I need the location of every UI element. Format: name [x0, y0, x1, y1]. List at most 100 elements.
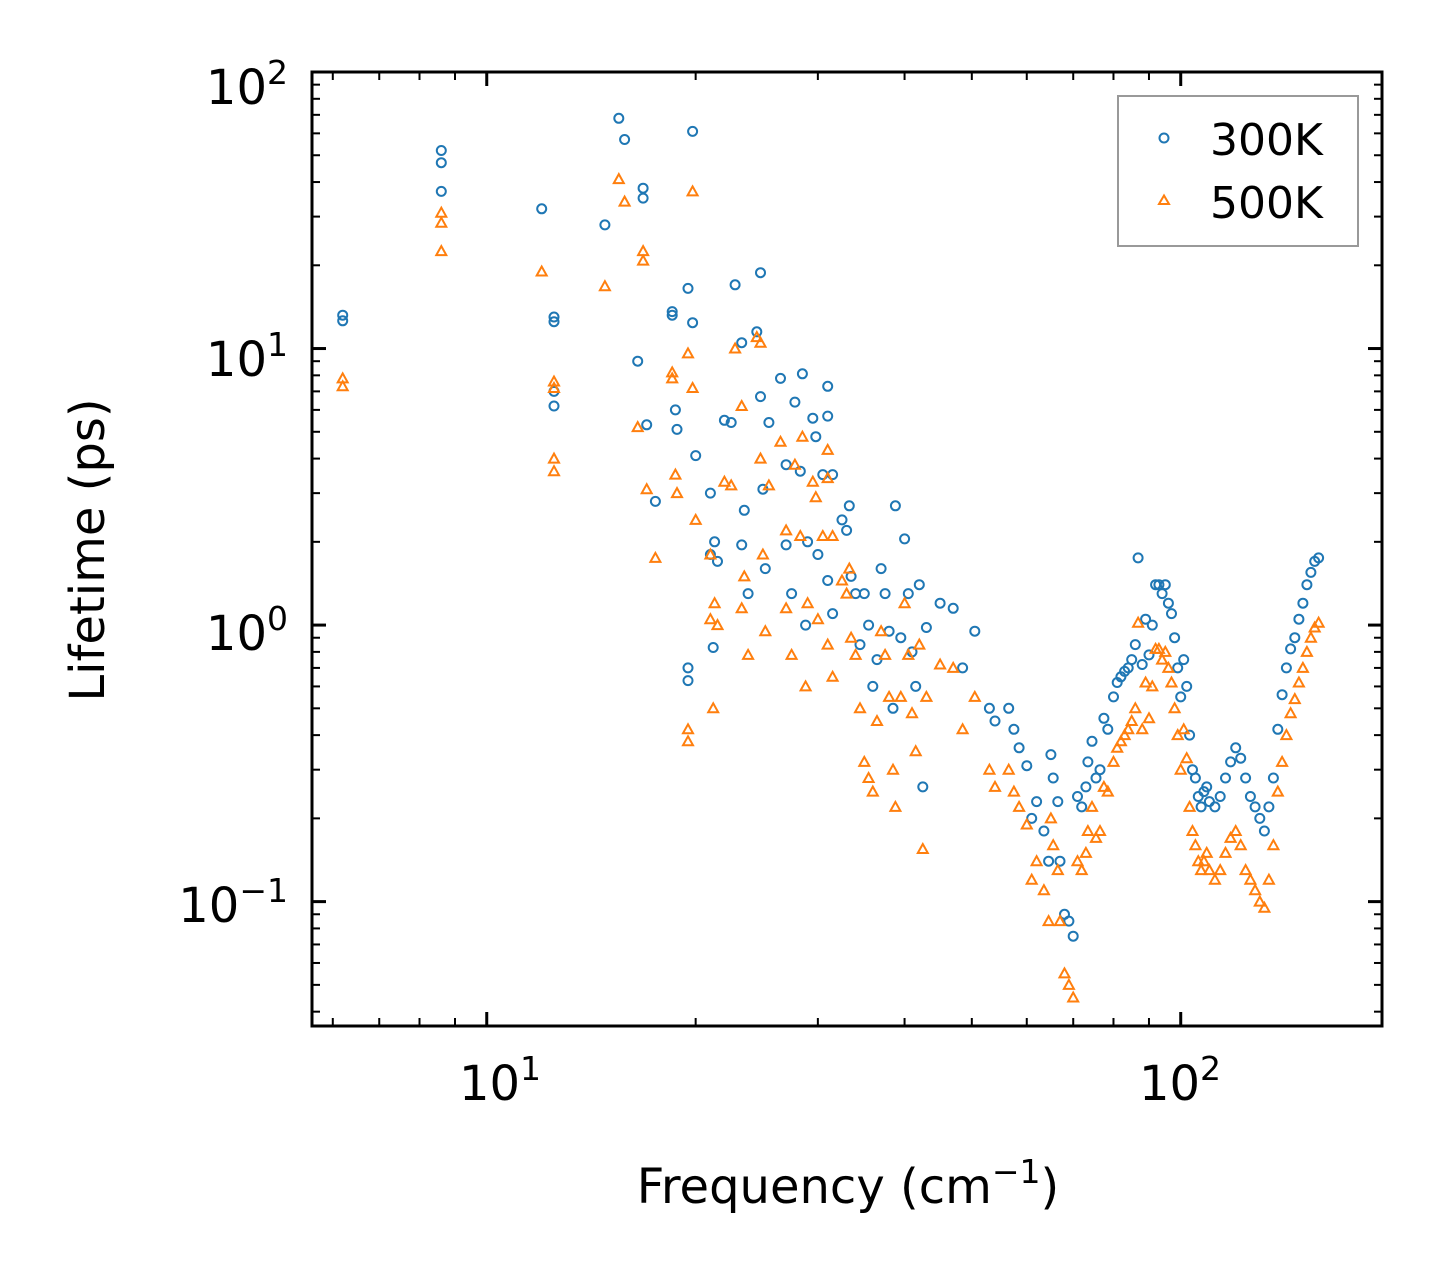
data-point-300k [712, 555, 723, 567]
data-point-500k [648, 550, 663, 563]
data-point-300k [671, 423, 683, 435]
data-point-500k [753, 451, 768, 464]
data-point-300k [1076, 801, 1088, 813]
data-point-500k [946, 660, 960, 673]
data-point-500k [1275, 754, 1289, 767]
data-point-500k [631, 420, 645, 433]
data-point-500k [842, 561, 856, 574]
data-point-500k [1180, 751, 1194, 764]
data-point-300k [1132, 552, 1144, 564]
data-point-500k [535, 264, 549, 277]
series-300k [337, 112, 1325, 942]
data-point-500k [800, 596, 815, 609]
data-point-500k [1012, 799, 1026, 812]
data-point-300k [1031, 796, 1043, 808]
data-point-500k [1097, 779, 1111, 792]
data-point-300k [682, 282, 694, 294]
legend-label-500k: 500K [1210, 178, 1324, 229]
data-point-500k [681, 722, 695, 735]
data-point-500k [1079, 845, 1093, 858]
data-point-300k [1098, 712, 1110, 724]
data-point-300k [827, 608, 839, 620]
data-point-300k [637, 192, 649, 204]
data-point-500k [685, 380, 700, 393]
data-point-300k [666, 309, 678, 321]
data-point-500k [874, 624, 888, 637]
data-point-500k [1101, 784, 1115, 797]
data-point-300k [875, 563, 887, 575]
data-point-300k [1244, 791, 1256, 802]
data-point-500k [434, 215, 448, 228]
data-point-300k [1159, 579, 1171, 591]
data-point-500k [806, 474, 820, 487]
data-point-500k [795, 429, 810, 442]
data-point-300k [836, 514, 848, 526]
data-point-300k [1063, 915, 1075, 927]
data-point-300k [1258, 825, 1270, 837]
data-point-500k [809, 490, 823, 503]
data-point-500k [1135, 722, 1149, 735]
data-point-300k [1195, 801, 1207, 813]
data-point-300k [858, 588, 870, 600]
data-point-300k [789, 396, 801, 408]
data-point-500k [909, 744, 923, 757]
data-point-500k [1238, 863, 1253, 876]
data-point-500k [1037, 883, 1051, 896]
data-point-500k [756, 547, 770, 560]
data-point-500k [707, 596, 722, 609]
data-point-500k [1218, 845, 1233, 858]
data-point-300k [690, 450, 702, 462]
data-point-300k [800, 619, 812, 631]
data-point-500k [735, 398, 749, 411]
data-point-300k [802, 536, 814, 548]
data-point-300k [1140, 613, 1152, 625]
data-point-300k [983, 702, 995, 714]
data-point-300k [536, 203, 548, 215]
data-point-500k [612, 172, 626, 185]
data-point-300k [725, 417, 737, 428]
data-point-500k [1051, 863, 1065, 876]
data-point-500k [1085, 799, 1099, 812]
data-point-300k [1067, 930, 1079, 942]
data-point-500k [1257, 900, 1272, 913]
data-point-300k [1184, 729, 1196, 741]
data-point-500k [741, 647, 755, 660]
data-point-500k [882, 689, 896, 702]
data-point-300k [947, 602, 959, 614]
data-point-300k [709, 536, 721, 548]
data-point-300k [1129, 639, 1141, 651]
data-point-500k [897, 596, 912, 609]
data-point-500k [1158, 644, 1172, 657]
data-point-300k [1045, 749, 1057, 761]
plot-frame [310, 70, 1384, 1028]
data-point-300k [1043, 855, 1055, 867]
data-point-300k [1235, 752, 1247, 764]
data-point-300k [619, 134, 631, 145]
data-point-300k [969, 625, 981, 637]
data-point-500k [886, 762, 900, 775]
data-point-500k [811, 612, 825, 625]
data-point-300k [707, 642, 719, 653]
data-point-300k [1094, 764, 1106, 776]
data-point-300k [337, 309, 349, 321]
data-point-500k [762, 478, 776, 491]
data-point-300k [1136, 659, 1148, 670]
data-point-500k [1041, 914, 1056, 927]
data-point-500k [1007, 784, 1021, 797]
data-point-300k [755, 391, 766, 403]
data-point-500k [636, 253, 650, 266]
data-point-300k [910, 680, 922, 692]
data-point-300k [1172, 662, 1184, 674]
data-point-300k [1166, 608, 1177, 620]
data-point-500k [617, 194, 632, 207]
data-point-300k [917, 781, 929, 793]
data-point-300k [899, 533, 911, 545]
data-point-500k [735, 601, 749, 614]
data-point-300k [854, 639, 866, 651]
data-point-500k [1093, 823, 1107, 836]
data-point-300k [1052, 796, 1064, 808]
data-point-300k [738, 504, 750, 516]
x-tick-label-10: 101 [459, 1049, 541, 1112]
data-point-500k [894, 689, 908, 702]
data-point-300k [1267, 772, 1279, 784]
